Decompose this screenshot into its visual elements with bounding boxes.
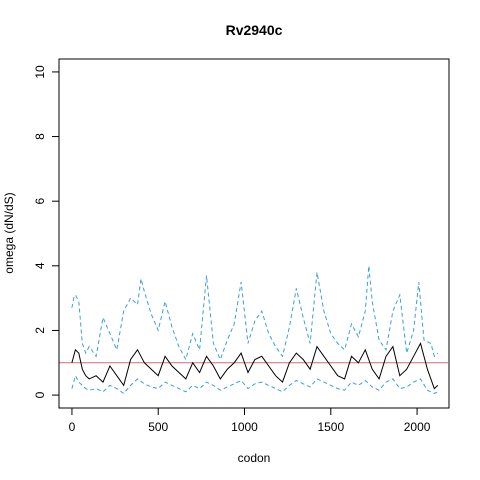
x-axis: 0 500 1000 1500 2000 (69, 407, 431, 434)
series-group (71, 265, 439, 395)
x-tick-label: 1000 (231, 420, 258, 434)
plot-frame (58, 58, 450, 409)
x-axis-label: codon (238, 451, 271, 465)
series-line-upper (71, 265, 439, 361)
chart-title: Rv2940c (226, 22, 283, 38)
series-line-lower (71, 374, 439, 395)
y-tick-label: 2 (33, 327, 47, 334)
y-axis: 0 2 4 6 8 10 (33, 65, 60, 398)
y-tick-label: 4 (33, 262, 47, 269)
y-tick-label: 10 (33, 65, 47, 79)
plot-area (59, 265, 449, 395)
x-tick-label: 500 (148, 420, 168, 434)
y-axis-label: omega (dN/dS) (2, 192, 16, 273)
x-tick-label: 1500 (317, 420, 344, 434)
x-tick-label: 2000 (404, 420, 431, 434)
y-tick-label: 0 (33, 391, 47, 398)
y-tick-label: 6 (33, 198, 47, 205)
x-tick-label: 0 (69, 420, 76, 434)
y-tick-label: 8 (33, 133, 47, 140)
series-line-mean (71, 342, 439, 390)
